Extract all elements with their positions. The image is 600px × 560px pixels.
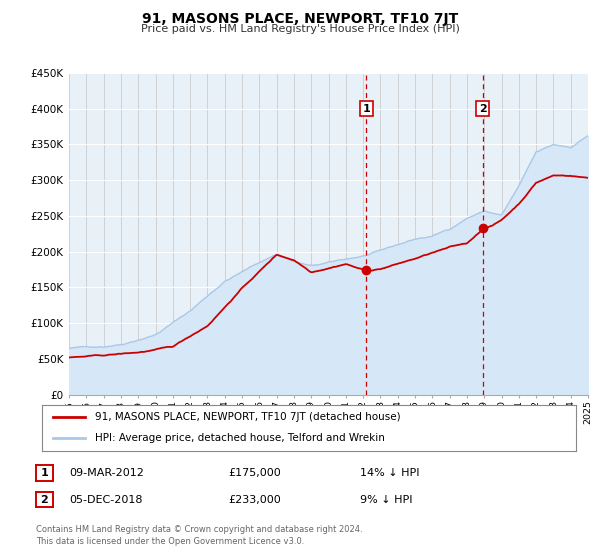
Text: 05-DEC-2018: 05-DEC-2018 <box>69 494 143 505</box>
Text: 1: 1 <box>41 468 48 478</box>
Text: £233,000: £233,000 <box>228 494 281 505</box>
Text: Contains HM Land Registry data © Crown copyright and database right 2024.
This d: Contains HM Land Registry data © Crown c… <box>36 525 362 546</box>
Text: 1: 1 <box>362 104 370 114</box>
Text: HPI: Average price, detached house, Telford and Wrekin: HPI: Average price, detached house, Telf… <box>95 433 385 444</box>
Text: 91, MASONS PLACE, NEWPORT, TF10 7JT: 91, MASONS PLACE, NEWPORT, TF10 7JT <box>142 12 458 26</box>
Text: 9% ↓ HPI: 9% ↓ HPI <box>360 494 413 505</box>
Text: 2: 2 <box>41 494 48 505</box>
Text: 14% ↓ HPI: 14% ↓ HPI <box>360 468 419 478</box>
Text: 09-MAR-2012: 09-MAR-2012 <box>69 468 144 478</box>
Text: 91, MASONS PLACE, NEWPORT, TF10 7JT (detached house): 91, MASONS PLACE, NEWPORT, TF10 7JT (det… <box>95 412 401 422</box>
Text: 2: 2 <box>479 104 487 114</box>
Text: Price paid vs. HM Land Registry's House Price Index (HPI): Price paid vs. HM Land Registry's House … <box>140 24 460 34</box>
Text: £175,000: £175,000 <box>228 468 281 478</box>
